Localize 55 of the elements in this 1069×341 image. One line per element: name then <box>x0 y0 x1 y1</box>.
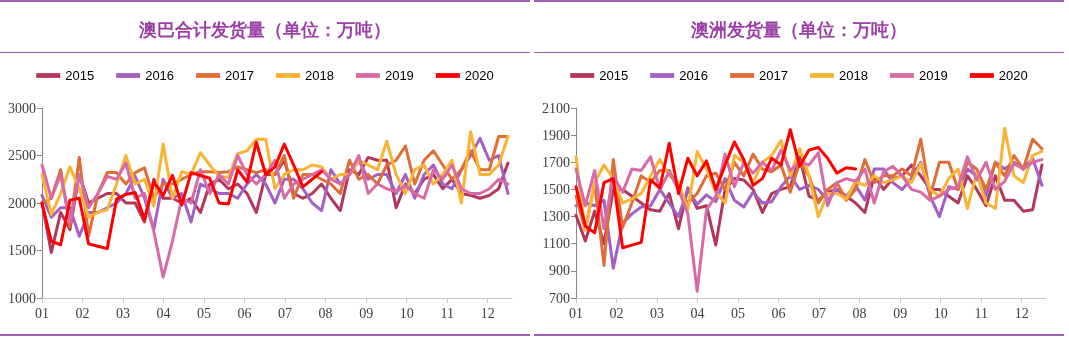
legend-label: 2015 <box>599 68 629 83</box>
legend-label: 2019 <box>384 68 414 83</box>
y-tick-label: 1000 <box>8 290 36 306</box>
x-tick-label: 01 <box>35 305 49 321</box>
legend-label: 2017 <box>759 68 788 83</box>
x-tick-label: 04 <box>690 305 705 321</box>
legend-label: 2016 <box>679 68 709 83</box>
x-tick-label: 02 <box>609 305 624 321</box>
x-tick-label: 12 <box>480 305 495 321</box>
x-tick-label: 07 <box>278 305 293 321</box>
y-tick-label: 1500 <box>8 243 36 258</box>
x-tick-label: 10 <box>399 305 414 321</box>
x-tick-label: 09 <box>359 305 374 321</box>
chart-title: 澳巴合计发货量（单位：万吨） <box>138 20 391 40</box>
y-tick-label: 2100 <box>542 100 570 116</box>
y-tick-label: 3000 <box>8 100 36 116</box>
line-series <box>40 154 510 279</box>
x-tick-label: 02 <box>75 305 90 321</box>
x-tick-label: 10 <box>933 305 948 321</box>
legend-label: 2017 <box>225 68 254 83</box>
x-tick-label: 08 <box>318 305 333 321</box>
legend-label: 2015 <box>65 68 95 83</box>
y-tick-label: 700 <box>549 290 570 306</box>
line-series <box>40 140 324 251</box>
x-tick-label: 06 <box>237 305 252 321</box>
y-tick-label: 1900 <box>542 127 570 143</box>
legend-label: 2020 <box>998 68 1028 83</box>
x-tick-label: 09 <box>893 305 908 321</box>
x-tick-label: 03 <box>116 305 131 321</box>
line-series <box>574 148 1044 293</box>
x-tick-label: 05 <box>197 305 212 321</box>
legend-label: 2018 <box>839 68 868 83</box>
legend-label: 2019 <box>918 68 948 83</box>
x-tick-label: 07 <box>812 305 827 321</box>
x-tick-label: 01 <box>569 305 583 321</box>
legend-label: 2018 <box>305 68 334 83</box>
x-tick-label: 08 <box>852 305 867 321</box>
y-tick-label: 2000 <box>8 195 36 211</box>
legend-label: 2020 <box>464 68 494 83</box>
x-tick-label: 06 <box>771 305 786 321</box>
x-tick-label: 04 <box>156 305 171 321</box>
line-series <box>574 128 858 250</box>
x-tick-label: 11 <box>974 305 988 321</box>
x-tick-label: 12 <box>1014 305 1029 321</box>
x-tick-label: 11 <box>440 305 454 321</box>
y-tick-label: 1100 <box>542 236 570 252</box>
y-tick-label: 900 <box>549 263 570 279</box>
y-tick-label: 1300 <box>542 209 570 225</box>
chart-title: 澳洲发货量（单位：万吨） <box>690 20 907 40</box>
legend-label: 2016 <box>145 68 175 83</box>
y-tick-label: 1500 <box>542 181 570 197</box>
x-tick-label: 05 <box>731 305 746 321</box>
y-tick-label: 1700 <box>542 154 570 170</box>
x-tick-label: 03 <box>650 305 665 321</box>
y-tick-label: 2500 <box>8 148 36 163</box>
